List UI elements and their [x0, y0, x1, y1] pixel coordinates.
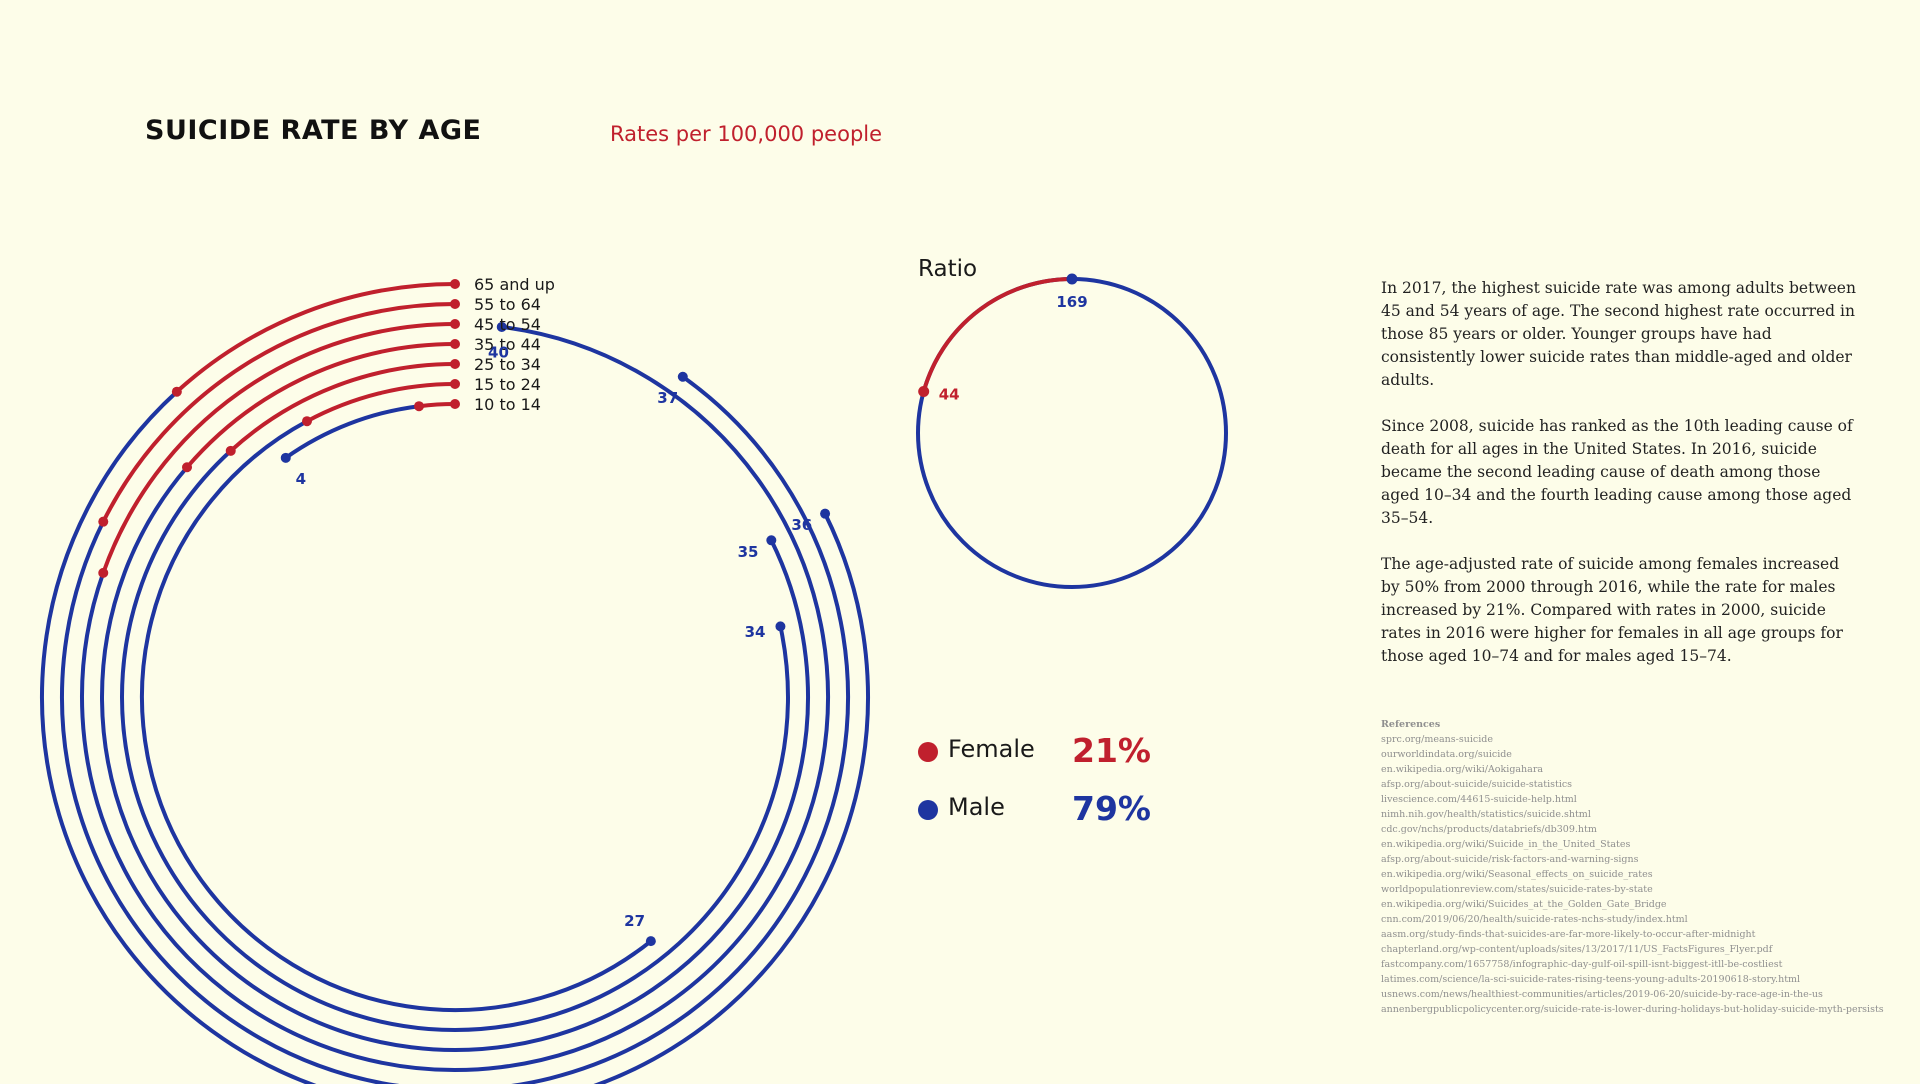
- male-end-dot: [677, 371, 688, 382]
- reference-link[interactable]: latimes.com/science/la-sci-suicide-rates…: [1381, 974, 1801, 985]
- male-end-dot: [645, 936, 656, 947]
- male-value-label: 40: [488, 344, 509, 362]
- male-arc: [60, 374, 850, 1084]
- age-group-label: 35 to 44: [474, 335, 541, 354]
- female-end-dot: [225, 445, 236, 456]
- page-subtitle: Rates per 100,000 people: [610, 122, 883, 146]
- female-end-dot: [171, 386, 182, 397]
- male-arc: [79, 324, 830, 1072]
- female-end-dot: [98, 516, 109, 527]
- age-group-label: 65 and up: [474, 275, 555, 294]
- male-value-label: 34: [745, 623, 766, 641]
- male-value-label: 27: [624, 912, 645, 930]
- reference-link[interactable]: fastcompany.com/1657758/infographic-day-…: [1381, 959, 1783, 970]
- female-arc: [101, 302, 457, 524]
- reference-link[interactable]: aasm.org/study-finds-that-suicides-are-f…: [1381, 929, 1756, 940]
- female-end-dot: [414, 401, 425, 412]
- age-group-label: 55 to 64: [474, 295, 541, 314]
- arc-start-dot: [450, 319, 460, 329]
- male-value-label: 37: [657, 389, 678, 407]
- references: References sprc.org/means-suicide ourwor…: [1381, 717, 1884, 1017]
- reference-link[interactable]: afsp.org/about-suicide/risk-factors-and-…: [1381, 854, 1639, 865]
- references-title: References: [1381, 719, 1441, 730]
- male-arc: [283, 404, 422, 460]
- reference-link[interactable]: chapterland.org/wp-content/uploads/sites…: [1381, 944, 1773, 955]
- female-arc: [304, 382, 457, 424]
- reference-link[interactable]: ourworldindata.org/suicide: [1381, 749, 1512, 760]
- male-end-dot: [820, 508, 831, 519]
- legend-female-percent: 21%: [1072, 731, 1151, 770]
- female-end-dot: [182, 462, 193, 473]
- female-arc: [417, 402, 457, 409]
- male-end-dot: [766, 535, 777, 546]
- female-arc: [101, 322, 457, 575]
- reference-link[interactable]: en.wikipedia.org/wiki/Seasonal_effects_o…: [1381, 869, 1653, 880]
- male-arc: [139, 419, 653, 1012]
- female-arc: [174, 282, 457, 394]
- age-group-label: 25 to 34: [474, 355, 541, 374]
- male-value-label: 4: [296, 470, 306, 488]
- reference-link[interactable]: nimh.nih.gov/health/statistics/suicide.s…: [1381, 809, 1591, 820]
- age-group-label: 15 to 24: [474, 375, 541, 394]
- male-arc: [40, 389, 870, 1084]
- female-dot-icon: [918, 742, 938, 762]
- male-slice-label: 169: [1056, 293, 1087, 311]
- legend-male-percent: 79%: [1072, 789, 1151, 828]
- female-slice-label: 44: [939, 385, 960, 403]
- arc-start-dot: [450, 299, 460, 309]
- reference-link[interactable]: sprc.org/means-suicide: [1381, 734, 1493, 745]
- age-group-label: 10 to 14: [474, 395, 541, 414]
- female-slice: [921, 277, 1073, 393]
- reference-link[interactable]: en.wikipedia.org/wiki/Aokigahara: [1381, 764, 1544, 775]
- female-arc: [185, 342, 457, 470]
- male-end-dot: [496, 321, 507, 332]
- paragraph: Since 2008, suicide has ranked as the 10…: [1381, 417, 1853, 527]
- arc-start-dot: [450, 339, 460, 349]
- male-value-label: 36: [791, 516, 812, 534]
- male-value-label: 35: [738, 543, 759, 561]
- female-end-dot: [98, 567, 109, 578]
- female-arc: [228, 362, 457, 453]
- reference-link[interactable]: afsp.org/about-suicide/suicide-statistic…: [1381, 779, 1573, 790]
- reference-link[interactable]: cnn.com/2019/06/20/health/suicide-rates-…: [1381, 914, 1688, 925]
- age-group-label: 45 to 54: [474, 315, 541, 334]
- male-end-dot: [775, 621, 786, 632]
- arc-start-dot: [450, 379, 460, 389]
- page-title: SUICIDE RATE BY AGE: [145, 115, 482, 146]
- reference-link[interactable]: usnews.com/news/healthiest-communities/a…: [1381, 989, 1823, 1000]
- male-slice-dot: [1066, 273, 1078, 285]
- reference-link[interactable]: en.wikipedia.org/wiki/Suicide_in_the_Uni…: [1381, 839, 1631, 850]
- arc-start-dot: [450, 399, 460, 409]
- paragraph: In 2017, the highest suicide rate was am…: [1381, 279, 1856, 389]
- reference-link[interactable]: worldpopulationreview.com/states/suicide…: [1381, 884, 1653, 895]
- description-text: In 2017, the highest suicide rate was am…: [1381, 277, 1861, 691]
- reference-link[interactable]: cdc.gov/nchs/products/databriefs/db309.h…: [1381, 824, 1597, 835]
- reference-link[interactable]: annenbergpublicpolicycenter.org/suicide-…: [1381, 1004, 1884, 1015]
- male-end-dot: [280, 452, 291, 463]
- legend-male-label: Male: [948, 793, 1005, 821]
- male-arc: [100, 465, 810, 1052]
- legend-female-label: Female: [948, 735, 1035, 763]
- arc-start-dot: [450, 359, 460, 369]
- arc-start-dot: [450, 279, 460, 289]
- ratio-title: Ratio: [918, 256, 978, 282]
- female-end-dot: [301, 416, 312, 427]
- male-dot-icon: [918, 800, 938, 820]
- reference-link[interactable]: livescience.com/44615-suicide-help.html: [1381, 794, 1577, 805]
- male-arc: [120, 448, 790, 1032]
- reference-link[interactable]: en.wikipedia.org/wiki/Suicides_at_the_Go…: [1381, 899, 1667, 910]
- female-slice-dot: [918, 385, 930, 397]
- paragraph: The age-adjusted rate of suicide among f…: [1381, 555, 1843, 665]
